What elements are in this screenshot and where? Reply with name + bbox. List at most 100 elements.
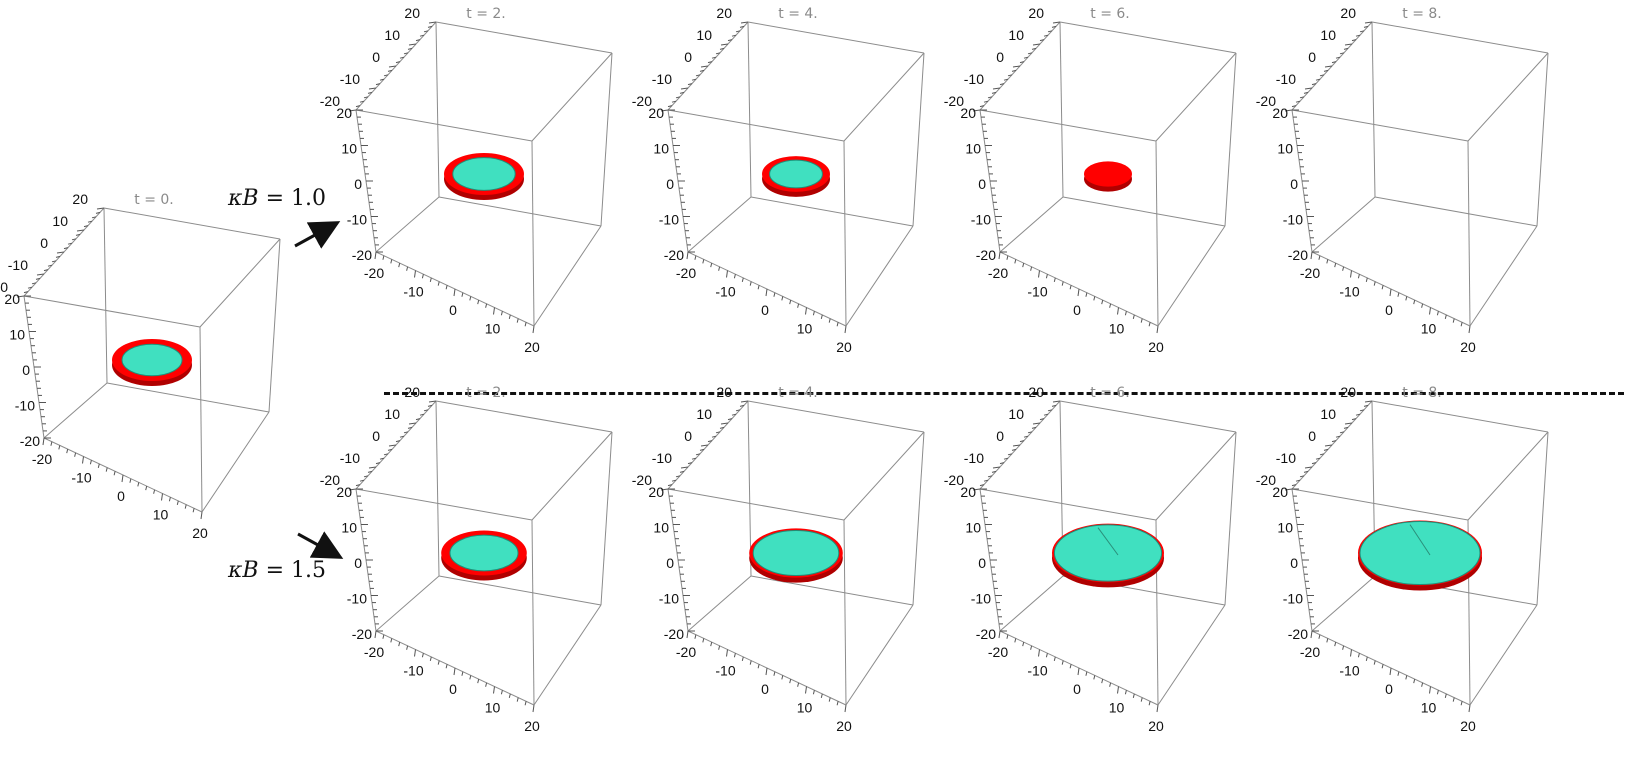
tick-label: 0 <box>354 555 362 571</box>
tick-label: -20 <box>1288 247 1308 263</box>
tick-label: 10 <box>1277 520 1293 536</box>
tick-label: 20 <box>1028 5 1044 21</box>
param-rhs: = 1.0 <box>258 186 327 211</box>
tick-label: 0 <box>449 681 457 697</box>
tick-label: 0 <box>1073 681 1081 697</box>
tick-label: -20 <box>1256 93 1276 109</box>
tick-label: 0 <box>761 302 769 318</box>
tick-label: 0 <box>40 235 48 251</box>
tick-label: 20 <box>1272 105 1288 121</box>
tick-label: 20 <box>1028 384 1044 400</box>
tick-label: -20 <box>364 265 384 281</box>
tick-label: -20 <box>976 247 996 263</box>
tick-label: -20 <box>632 472 652 488</box>
tick-label: 20 <box>716 384 732 400</box>
tick-label: -20 <box>988 644 1008 660</box>
tick-label: -20 <box>364 644 384 660</box>
tick-label: 0 <box>996 49 1004 65</box>
tick-label: 10 <box>1320 406 1336 422</box>
tick-label: -20 <box>320 472 340 488</box>
tick-label: 10 <box>653 141 669 157</box>
tick-label: 10 <box>797 700 813 716</box>
tick-label: -20 <box>976 626 996 642</box>
tick-label: 0 <box>684 49 692 65</box>
panel-title: t = 0. <box>134 192 173 208</box>
tick-label: 0 <box>1290 555 1298 571</box>
tick-label: 0 <box>978 176 986 192</box>
tick-label: 0 <box>978 555 986 571</box>
ring-inner-disk <box>121 343 183 377</box>
tick-label: -20 <box>632 93 652 109</box>
tick-label: -10 <box>1283 212 1303 228</box>
tick-label: -10 <box>1276 450 1296 466</box>
tick-label: 0 <box>449 302 457 318</box>
tick-label: 10 <box>485 321 501 337</box>
tick-label: -10 <box>15 398 35 414</box>
tick-label: -10 <box>8 257 28 273</box>
tick-label: -20 <box>20 433 40 449</box>
ring-inner-disk <box>1359 521 1481 585</box>
tick-label: 20 <box>1148 339 1164 355</box>
tick-label: -10 <box>715 284 735 300</box>
tick-label: 10 <box>52 213 68 229</box>
tick-label: 10 <box>384 27 400 43</box>
ring-outer <box>1084 161 1132 187</box>
tick-label: 20 <box>336 105 352 121</box>
tick-label: -10 <box>964 71 984 87</box>
param-lhs: κB <box>228 186 259 211</box>
panel-title: t = 6. <box>1090 385 1129 401</box>
panel-title: t = 8. <box>1402 385 1441 401</box>
tick-label: 0 <box>354 176 362 192</box>
tick-label: 20 <box>524 718 540 734</box>
panel-title: t = 8. <box>1402 6 1441 22</box>
tick-label: 10 <box>1421 321 1437 337</box>
tick-label: 20 <box>404 384 420 400</box>
tick-label: -10 <box>715 663 735 679</box>
tick-label: 0 <box>1290 176 1298 192</box>
tick-label: 10 <box>1421 700 1437 716</box>
tick-label: -20 <box>32 451 52 467</box>
param-label-row-1: κB = 1.0 <box>228 186 326 211</box>
tick-label: 0 <box>1073 302 1081 318</box>
tick-label: -20 <box>352 626 372 642</box>
tick-label: -10 <box>1276 71 1296 87</box>
tick-label: -20 <box>676 644 696 660</box>
tick-label: 10 <box>965 141 981 157</box>
tick-label: 20 <box>1460 339 1476 355</box>
tick-label: -10 <box>403 663 423 679</box>
tick-label: 20 <box>404 5 420 21</box>
tick-label: 10 <box>653 520 669 536</box>
tick-label: 0 <box>1385 302 1393 318</box>
tick-label: 10 <box>341 141 357 157</box>
tick-label: 10 <box>965 520 981 536</box>
tick-label: -10 <box>1283 591 1303 607</box>
tick-label: 20 <box>524 339 540 355</box>
tick-label: 20 <box>836 718 852 734</box>
tick-label: 20 <box>192 525 208 541</box>
tick-label: -20 <box>664 626 684 642</box>
tick-label: 20 <box>648 484 664 500</box>
panel-title: t = 4. <box>778 6 817 22</box>
tick-label: 10 <box>153 507 169 523</box>
tick-label: 20 <box>336 484 352 500</box>
ring-inner-disk <box>452 157 516 191</box>
tick-label: 10 <box>797 321 813 337</box>
tick-label: 10 <box>1320 27 1336 43</box>
tick-label: -20 <box>1288 626 1308 642</box>
param-lhs: κB <box>228 558 259 583</box>
tick-label: 0 <box>372 428 380 444</box>
tick-label: 20 <box>1272 484 1288 500</box>
tick-label: -20 <box>0 279 8 295</box>
tick-label: -10 <box>971 591 991 607</box>
tick-label: 0 <box>372 49 380 65</box>
tick-label: -20 <box>320 93 340 109</box>
tick-label: 20 <box>960 484 976 500</box>
tick-label: -20 <box>944 472 964 488</box>
tick-label: 10 <box>341 520 357 536</box>
